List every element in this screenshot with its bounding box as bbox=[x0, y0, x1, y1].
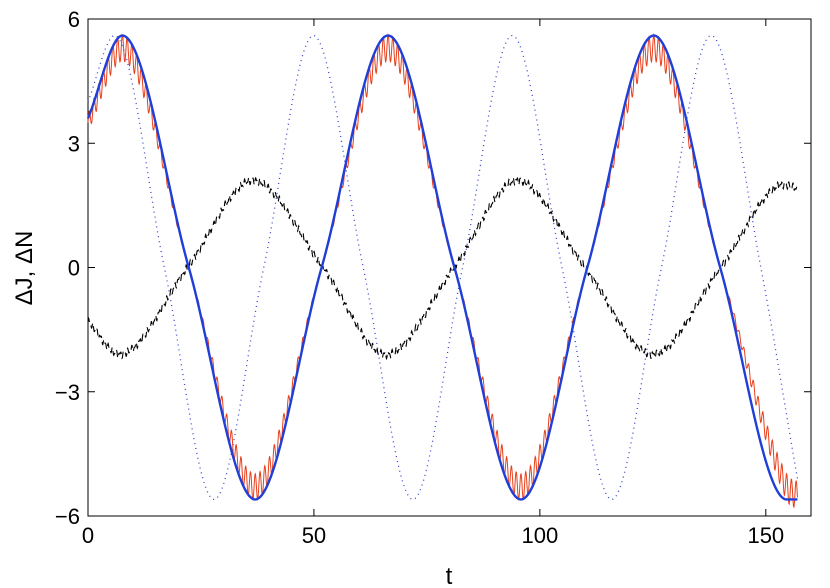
x-tick-label: 0 bbox=[82, 523, 94, 548]
x-tick-label: 100 bbox=[522, 523, 559, 548]
series-line-red-oscillating bbox=[87, 32, 798, 509]
x-axis-label: t bbox=[446, 563, 453, 588]
y-tick-label: −6 bbox=[55, 504, 80, 529]
tick-labels: 0 50 100 150 −6 −3 0 3 6 bbox=[55, 7, 784, 548]
y-axis-label: ΔJ, ΔN bbox=[11, 231, 38, 306]
series-line-blue-dotted bbox=[87, 34, 799, 501]
series-line-blue-solid bbox=[86, 34, 798, 501]
y-tick-label: 6 bbox=[68, 7, 80, 32]
y-tick-label: −3 bbox=[55, 380, 80, 405]
x-tick-label: 150 bbox=[747, 523, 784, 548]
axis-ticks bbox=[87, 18, 811, 517]
y-tick-label: 0 bbox=[68, 256, 80, 281]
series-layer bbox=[86, 32, 799, 509]
x-tick-label: 50 bbox=[302, 523, 326, 548]
series-line-black-dashed bbox=[87, 176, 798, 361]
plot-area bbox=[86, 18, 812, 517]
y-tick-label: 3 bbox=[68, 131, 80, 156]
plot-frame bbox=[87, 18, 812, 517]
